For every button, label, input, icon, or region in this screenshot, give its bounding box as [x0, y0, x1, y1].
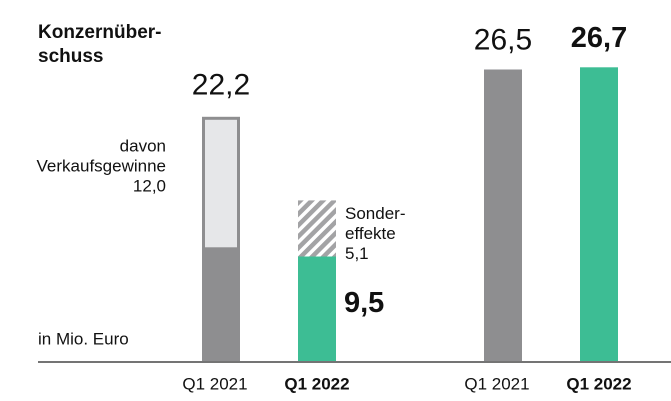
value-label: 26,5	[474, 23, 532, 56]
segment-label: davon	[120, 136, 166, 155]
value-label: 9,5	[344, 287, 384, 319]
segment-value-label: 5,1	[345, 244, 369, 263]
bar-segment	[202, 248, 240, 361]
segment-label: effekte	[345, 224, 396, 243]
bar-segment	[202, 116, 240, 251]
bar-segment	[298, 200, 336, 257]
total-label: 22,2	[192, 69, 250, 102]
bar-segment	[484, 69, 522, 361]
x-tick-label: Q1 2022	[566, 374, 631, 393]
segment-value-label: 12,0	[133, 176, 166, 195]
unit-note: in Mio. Euro	[38, 329, 129, 348]
x-tick-label: Q1 2021	[182, 374, 247, 393]
x-tick-label: Q1 2022	[284, 374, 349, 393]
chart-title: schuss	[38, 46, 103, 67]
x-tick-label: Q1 2021	[464, 374, 529, 393]
bar-segment	[298, 256, 336, 361]
value-label: 26,7	[571, 22, 627, 54]
segment-label: Sonder-	[345, 204, 405, 223]
chart-title: Konzernüber-	[38, 22, 162, 43]
bar-segment	[580, 67, 618, 362]
segment-label: Verkaufsgewinne	[37, 156, 166, 175]
